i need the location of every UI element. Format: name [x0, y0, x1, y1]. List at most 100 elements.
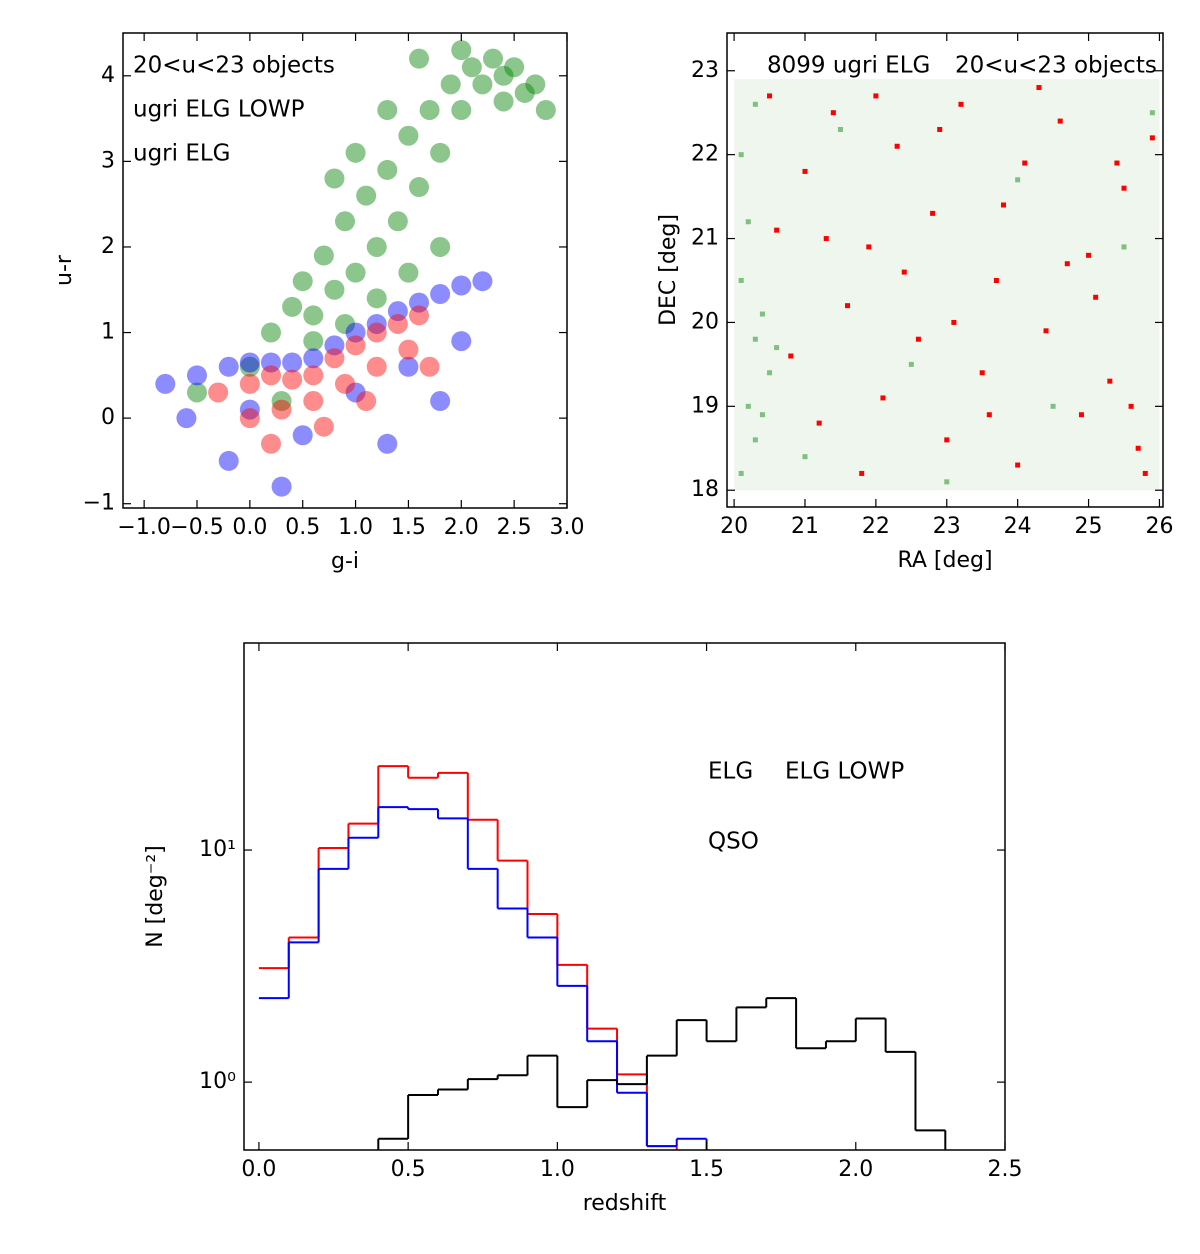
- point: [774, 345, 780, 351]
- point: [1086, 252, 1092, 258]
- y-tick-label: 4: [101, 63, 115, 88]
- point: [1107, 378, 1113, 384]
- point: [802, 454, 808, 460]
- point: [1064, 261, 1070, 267]
- y-tick-label: 18: [691, 477, 719, 502]
- point: [345, 335, 366, 356]
- x-tick-label: 0.0: [232, 515, 267, 540]
- point: [303, 348, 324, 369]
- point: [802, 168, 808, 174]
- legend-entry: 20<u<23 objects: [955, 53, 1157, 79]
- point: [303, 365, 324, 386]
- point: [271, 391, 292, 412]
- point: [845, 303, 851, 309]
- point: [493, 65, 514, 86]
- point: [239, 356, 260, 377]
- point: [1057, 118, 1063, 124]
- y-tick-label: 21: [691, 226, 719, 251]
- point: [767, 370, 773, 376]
- point: [738, 470, 744, 476]
- point: [303, 331, 324, 352]
- x-tick-label: 0.5: [285, 515, 320, 540]
- point: [345, 142, 366, 163]
- point: [1149, 110, 1155, 116]
- point: [419, 100, 440, 121]
- y-axis-label: N [deg⁻²]: [143, 845, 168, 948]
- point: [451, 40, 472, 61]
- point: [915, 336, 921, 342]
- legend-entry: QSO: [708, 829, 759, 855]
- x-tick-label: 1.0: [540, 1157, 575, 1182]
- axes-frame: [243, 642, 1006, 1151]
- point: [387, 211, 408, 232]
- point: [356, 391, 377, 412]
- y-axis-label: DEC [deg]: [656, 214, 681, 326]
- x-tick-label: 1.0: [338, 515, 373, 540]
- point: [261, 352, 281, 373]
- point: [472, 74, 493, 95]
- point: [239, 352, 260, 373]
- point: [430, 391, 451, 412]
- point: [366, 322, 387, 343]
- point: [239, 408, 260, 429]
- point: [859, 470, 865, 476]
- point: [873, 93, 879, 99]
- point: [745, 403, 751, 409]
- point: [377, 433, 398, 454]
- point: [930, 210, 936, 216]
- y-axis-label: u-r: [52, 254, 77, 286]
- point: [398, 356, 419, 377]
- point: [1135, 445, 1141, 451]
- x-tick-label: 1.5: [391, 515, 426, 540]
- point: [387, 301, 408, 322]
- point: [324, 335, 345, 356]
- point: [335, 373, 355, 394]
- x-axis-label: RA [deg]: [897, 548, 992, 573]
- point: [483, 48, 503, 69]
- point: [261, 433, 281, 454]
- panel: 0.0 0.5 1.0 1.5 2.0 2.5 10⁰ 10¹ redshift N [deg⁻²…: [143, 642, 1023, 1216]
- point: [324, 168, 345, 189]
- point: [944, 479, 950, 485]
- x-tick-label: 21: [791, 514, 819, 539]
- point: [335, 313, 355, 334]
- y-tick-label: 23: [691, 58, 719, 83]
- point: [979, 370, 985, 376]
- y-tick-label: 20: [691, 309, 719, 334]
- point: [951, 319, 957, 325]
- point: [535, 100, 556, 121]
- point: [366, 236, 387, 257]
- point: [398, 125, 419, 146]
- legend-entry: ELG LOWP: [785, 759, 904, 785]
- x-tick-label: −1.0: [117, 515, 170, 540]
- x-tick-label: 20: [720, 514, 748, 539]
- point: [767, 93, 773, 99]
- x-axis-label: redshift: [583, 1191, 667, 1216]
- point: [282, 369, 303, 390]
- point: [398, 339, 419, 360]
- y-tick-label: 1: [101, 320, 115, 345]
- point: [1015, 177, 1021, 183]
- point: [324, 348, 345, 369]
- point: [1149, 135, 1155, 141]
- x-tick-label: 22: [862, 514, 890, 539]
- point: [1036, 85, 1042, 91]
- point: [356, 185, 377, 206]
- point: [1000, 202, 1006, 208]
- point: [866, 244, 872, 250]
- point: [901, 269, 907, 275]
- point: [1050, 403, 1056, 409]
- x-tick-label: 2.0: [444, 515, 479, 540]
- x-tick-label: 0.0: [241, 1157, 276, 1182]
- point: [377, 159, 398, 180]
- point: [313, 245, 334, 266]
- point: [1015, 462, 1021, 468]
- point: [409, 177, 429, 198]
- point: [451, 331, 472, 352]
- point: [986, 412, 992, 418]
- y-tick-label: 22: [691, 142, 719, 167]
- point: [292, 271, 313, 292]
- point: [1078, 412, 1084, 418]
- point: [187, 365, 207, 386]
